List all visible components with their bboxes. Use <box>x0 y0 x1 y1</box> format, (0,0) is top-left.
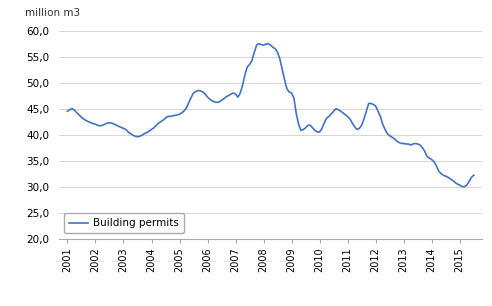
Text: million m3: million m3 <box>25 8 80 18</box>
Building permits <box>207 97 213 101</box>
Building permits <box>64 109 70 113</box>
Building permits <box>368 102 374 105</box>
Building permits <box>410 142 416 146</box>
Building permits <box>181 109 187 113</box>
Building permits <box>333 107 339 110</box>
Building permits <box>459 185 465 188</box>
Legend: Building permits: Building permits <box>64 213 184 233</box>
Line: Building permits: Building permits <box>67 43 474 187</box>
Building permits <box>97 124 103 128</box>
Building permits <box>256 42 262 45</box>
Building permits <box>471 174 477 177</box>
